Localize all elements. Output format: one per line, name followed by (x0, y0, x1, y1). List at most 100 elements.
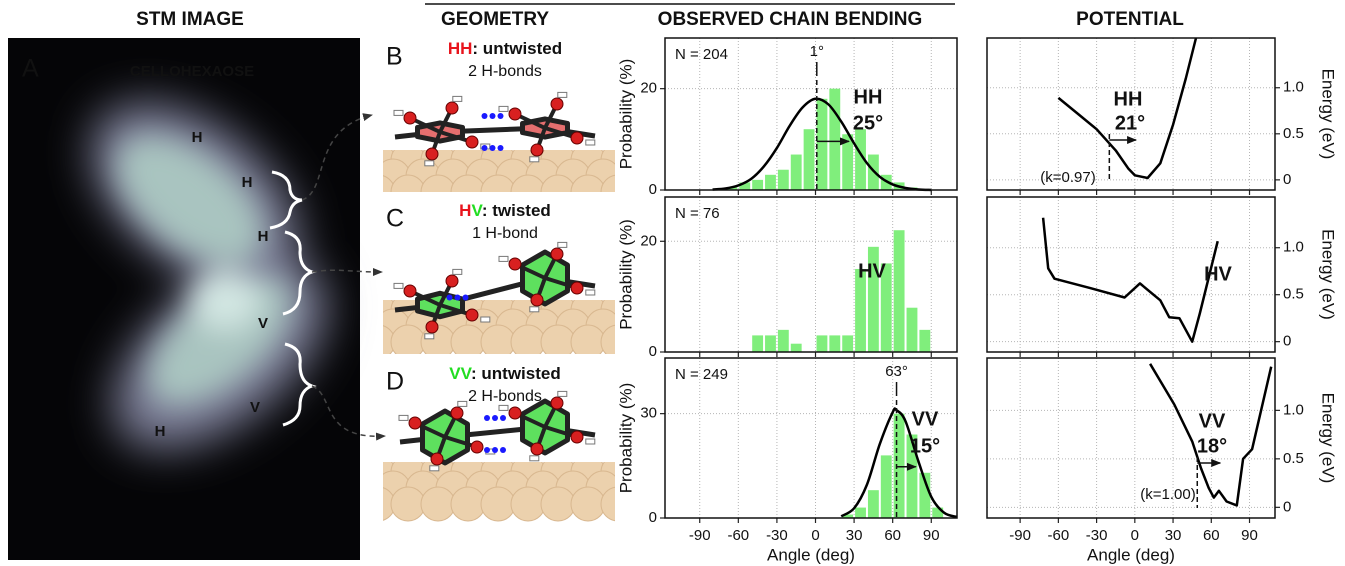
geometry-title-part: VV (449, 364, 472, 383)
column-header: STM IMAGE (136, 9, 244, 30)
bar (919, 329, 931, 352)
oxygen (403, 111, 417, 125)
y-tick-label: 1.0 (1283, 239, 1304, 256)
h-bond-dot (454, 294, 461, 301)
surface-atom (510, 174, 546, 192)
stm-title: CELLOHEXAOSE (130, 63, 254, 80)
x-axis-title: Angle (deg) (1087, 545, 1175, 564)
h-bond-dot (492, 415, 498, 421)
surface-atom (420, 324, 456, 354)
x-tick-label: -90 (689, 527, 711, 544)
oxygen (508, 257, 522, 271)
h-bond-dot (481, 113, 488, 119)
h-bond-dot (500, 415, 506, 421)
surface-atom (383, 325, 396, 354)
width-label: 25° (853, 112, 883, 134)
surface-atom (570, 324, 606, 354)
bar (829, 335, 841, 352)
bar (842, 335, 854, 352)
y-tick-label: 0.5 (1283, 286, 1304, 303)
hydrogen (429, 465, 440, 472)
x-tick-label: 60 (884, 527, 901, 544)
molecule (393, 91, 596, 167)
panel-letter: D (386, 368, 404, 396)
bar (842, 514, 854, 518)
plot-frame (664, 37, 958, 191)
x-tick-label: -60 (727, 527, 749, 544)
h-bond-dot (481, 145, 488, 151)
bar (829, 88, 841, 190)
hydrogen (424, 333, 435, 340)
surface-atom (540, 486, 576, 522)
plot-frame (664, 357, 958, 519)
bar (842, 134, 854, 190)
bar (752, 335, 764, 352)
series-label: VV (912, 408, 939, 430)
h-bond-dot (462, 294, 469, 301)
hydrogen (529, 306, 540, 313)
bar (855, 268, 866, 352)
series-label: VV (1199, 410, 1226, 432)
oxygen (550, 97, 564, 111)
x-tick-label: -60 (1048, 527, 1070, 544)
oxygen (425, 147, 439, 161)
surface-atom (390, 174, 426, 192)
surface-atom (540, 174, 576, 192)
width-label: 21° (1115, 112, 1145, 134)
y-tick-label: 0 (649, 181, 657, 198)
oxygen (450, 406, 464, 420)
series-label: HH (854, 86, 883, 108)
bar (867, 490, 879, 518)
h-bond-dot (489, 113, 496, 119)
bar (816, 98, 828, 190)
oxygen (508, 406, 522, 420)
geometry-bonds: 1 H-bond (472, 225, 538, 242)
x-tick-label: 60 (1203, 527, 1220, 544)
oxygen (465, 308, 479, 322)
x-tick-label: -90 (1009, 527, 1031, 544)
molecule (398, 390, 596, 472)
hydrogen (480, 316, 491, 323)
surface-atom (450, 324, 486, 354)
sample-size: N = 249 (675, 366, 728, 383)
y-tick-label: 0 (1283, 498, 1291, 515)
hydrogen (393, 282, 404, 289)
panel-letter: A (22, 55, 39, 83)
surface (383, 300, 615, 354)
oxygen (530, 442, 544, 456)
geometry-title: HV: twisted (459, 201, 551, 220)
x-axis-title: Angle (deg) (767, 545, 855, 564)
surface-atom (390, 486, 426, 522)
residue-label: H (242, 174, 253, 191)
residue-label: V (250, 399, 260, 416)
h-bond-dot (492, 447, 498, 453)
series-label: HV (858, 260, 886, 282)
residue-label: V (258, 315, 268, 332)
h-bond-dot (446, 294, 453, 301)
y-tick-label: 30 (640, 405, 657, 422)
hydrogen (557, 91, 568, 98)
y-tick-label: 0 (1283, 171, 1291, 188)
surface-atom (420, 174, 456, 192)
fit-curve (712, 97, 932, 192)
surface-atom (450, 486, 486, 522)
width-label: 15° (910, 435, 940, 457)
surface-atom (570, 486, 606, 522)
plot-area (987, 197, 1275, 352)
hydrogen (393, 109, 404, 116)
plot-frame (664, 196, 958, 353)
plot-frame (986, 37, 1276, 191)
y-tick-label: 1.0 (1283, 79, 1304, 96)
oxygen (445, 274, 459, 288)
x-tick-label: -30 (766, 527, 788, 544)
x-tick-label: 90 (923, 527, 940, 544)
geometry-bonds: 2 H-bonds (468, 388, 542, 405)
bar (893, 230, 905, 352)
residue-label: H (155, 423, 166, 440)
stiffness-label: (k=0.97) (1040, 169, 1095, 186)
x-tick-label: 90 (1241, 527, 1258, 544)
bar (765, 335, 776, 352)
bar (867, 246, 879, 352)
oxygen (530, 293, 544, 307)
